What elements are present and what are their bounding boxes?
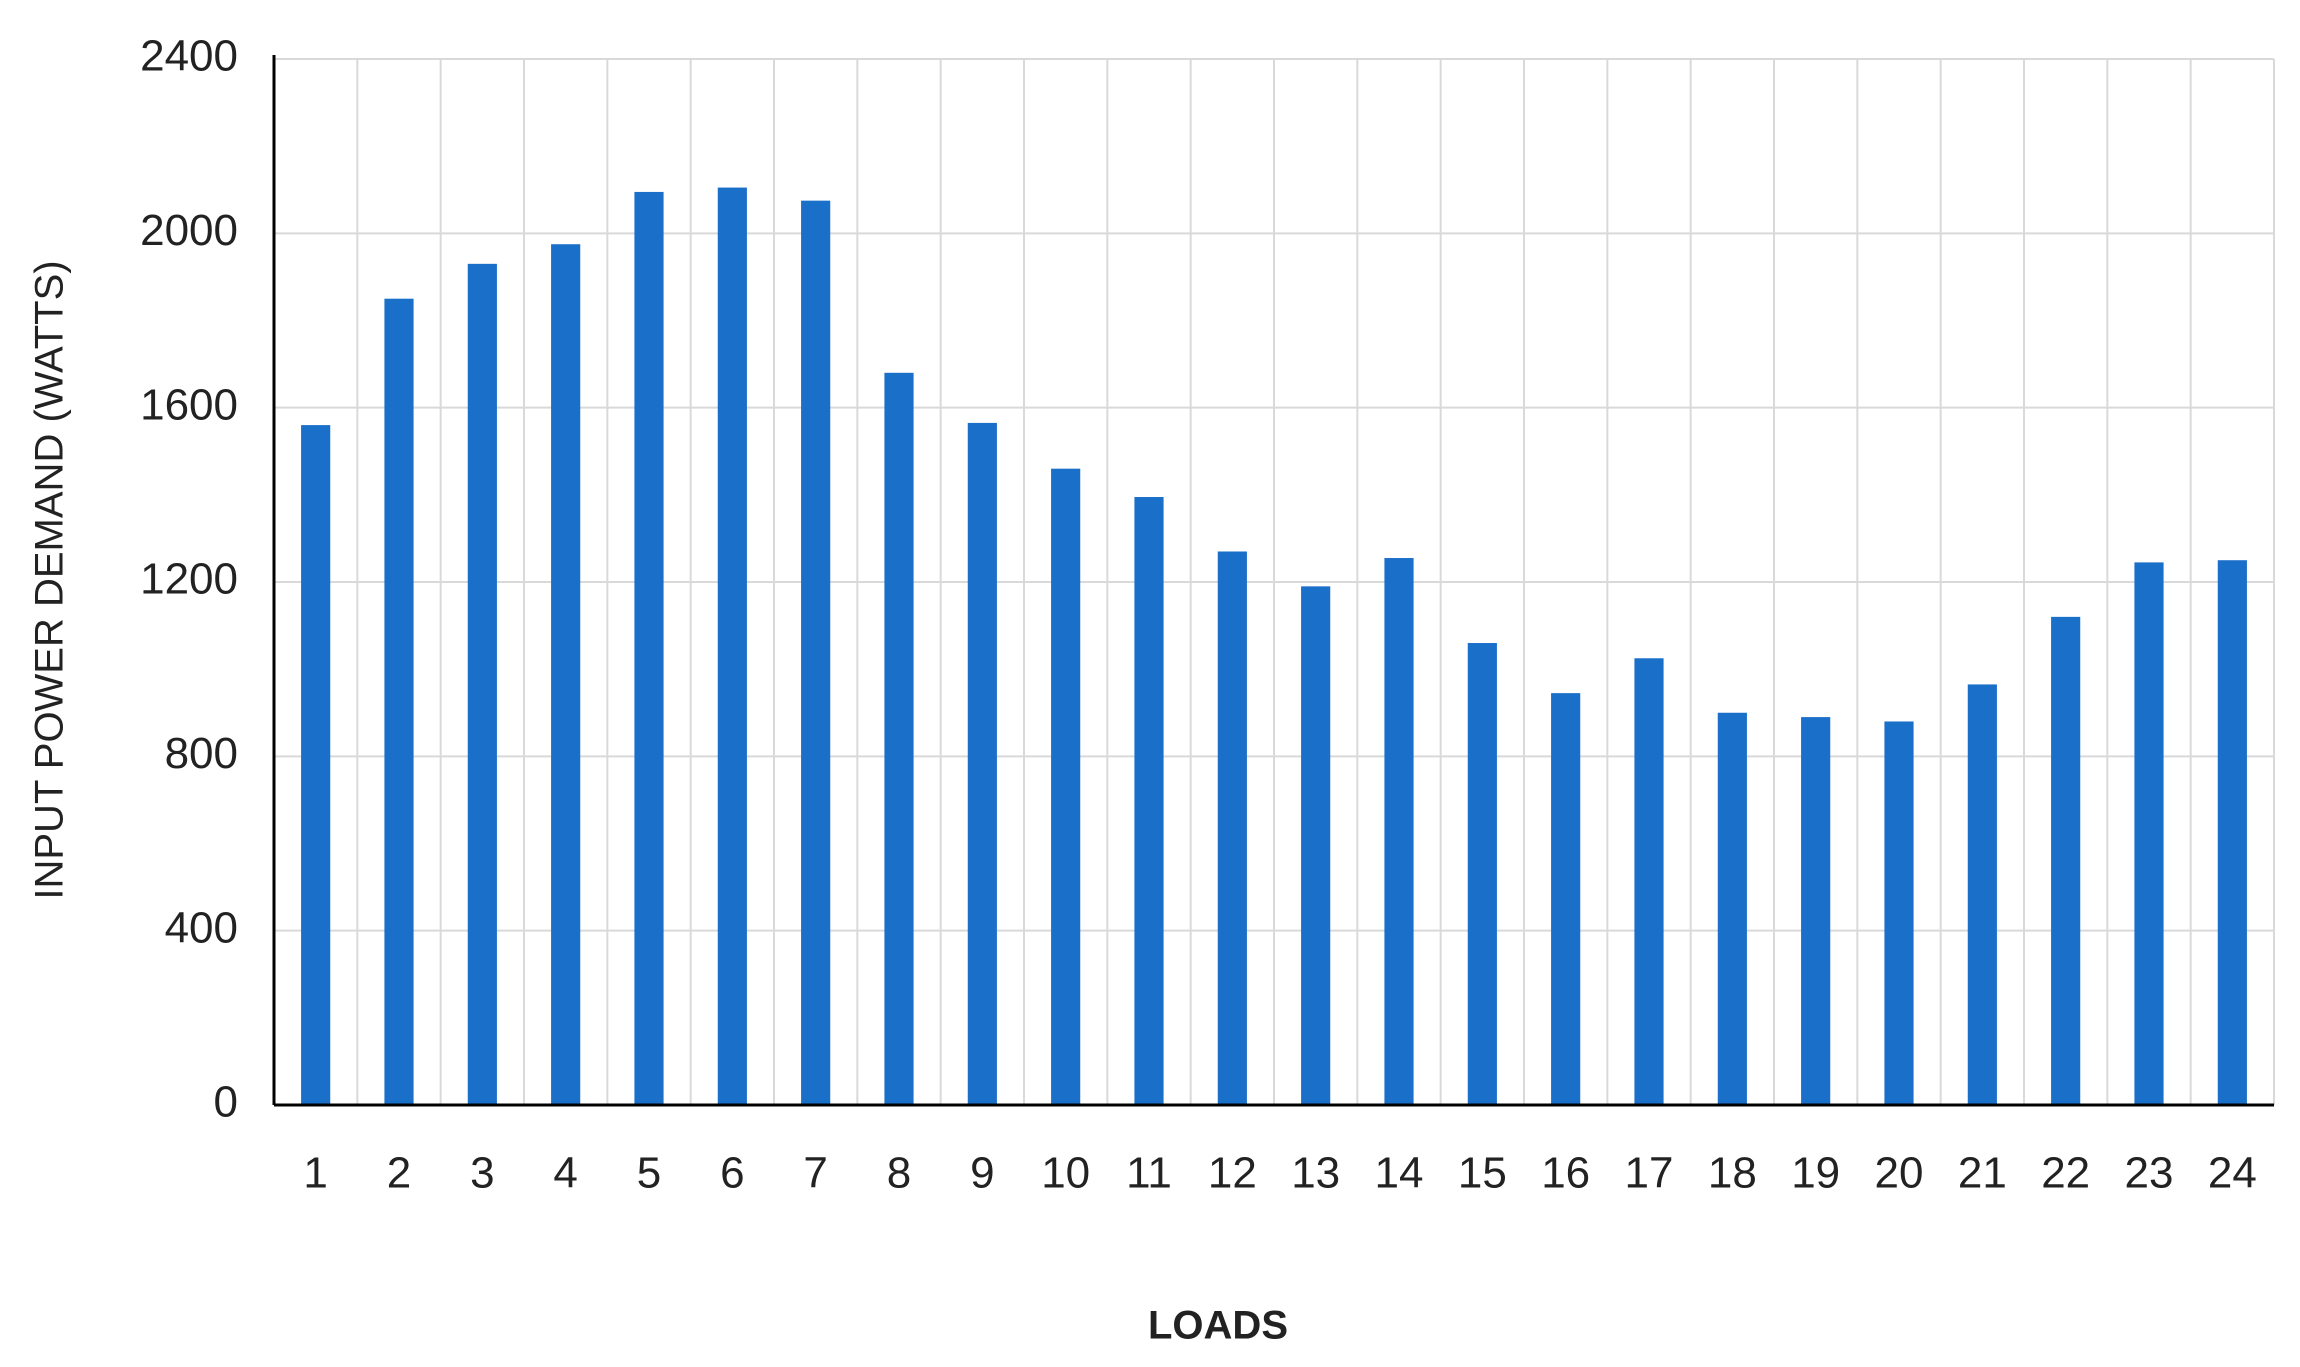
bar xyxy=(634,191,664,1105)
x-tick-label: 15 xyxy=(1458,1149,1507,1198)
x-tick-label: 10 xyxy=(1041,1149,1090,1198)
y-tick-label: 2000 xyxy=(140,206,238,255)
bar xyxy=(384,298,414,1105)
bar xyxy=(1467,643,1497,1105)
y-tick-label: 800 xyxy=(165,729,238,778)
bar xyxy=(2217,560,2247,1105)
bar xyxy=(2134,562,2164,1105)
bar xyxy=(2051,616,2081,1105)
y-tick-label: 1600 xyxy=(140,380,238,429)
x-tick-label: 8 xyxy=(887,1149,911,1198)
bar xyxy=(884,372,914,1105)
x-tick-label: 22 xyxy=(2041,1149,2090,1198)
x-tick-label: 20 xyxy=(1875,1149,1924,1198)
x-tick-label: 5 xyxy=(637,1149,661,1198)
bar xyxy=(301,425,331,1106)
bar xyxy=(1967,684,1997,1105)
bar xyxy=(717,187,747,1106)
y-tick-label: 2400 xyxy=(140,32,238,81)
x-tick-label: 12 xyxy=(1208,1149,1257,1198)
bar xyxy=(801,200,831,1106)
y-tick-label: 0 xyxy=(214,1078,238,1127)
bar xyxy=(1801,717,1831,1105)
bar xyxy=(1051,468,1081,1105)
bar xyxy=(467,263,497,1105)
x-tick-label: 3 xyxy=(470,1149,494,1198)
bar xyxy=(1217,551,1247,1105)
x-tick-label: 13 xyxy=(1291,1149,1340,1198)
bar xyxy=(1301,586,1331,1105)
bar xyxy=(1717,712,1747,1105)
bar xyxy=(551,244,581,1105)
x-tick-label: 6 xyxy=(720,1149,744,1198)
y-tick-label: 400 xyxy=(165,903,238,952)
x-tick-label: 23 xyxy=(2125,1149,2174,1198)
x-tick-label: 17 xyxy=(1625,1149,1674,1198)
x-tick-label: 19 xyxy=(1791,1149,1840,1198)
x-tick-label: 11 xyxy=(1126,1149,1172,1198)
x-tick-label: 4 xyxy=(553,1149,577,1198)
x-tick-label: 14 xyxy=(1375,1149,1424,1198)
x-axis-title: LOADS xyxy=(1148,1304,1288,1348)
bar xyxy=(1634,658,1664,1105)
x-tick-label: 1 xyxy=(303,1149,327,1198)
x-tick-label: 18 xyxy=(1708,1149,1757,1198)
bar xyxy=(1384,558,1414,1105)
x-tick-label: 2 xyxy=(387,1149,411,1198)
x-tick-label: 24 xyxy=(2208,1149,2257,1198)
bar xyxy=(1551,693,1581,1105)
bar xyxy=(1884,721,1914,1105)
x-tick-label: 9 xyxy=(970,1149,994,1198)
bar xyxy=(1134,497,1164,1105)
y-axis-title: INPUT POWER DEMAND (WATTS) xyxy=(28,260,72,899)
x-tick-label: 7 xyxy=(803,1149,827,1198)
bar xyxy=(967,422,997,1105)
x-tick-label: 16 xyxy=(1541,1149,1590,1198)
x-tick-label: 21 xyxy=(1958,1149,2007,1198)
y-tick-label: 1200 xyxy=(140,555,238,604)
